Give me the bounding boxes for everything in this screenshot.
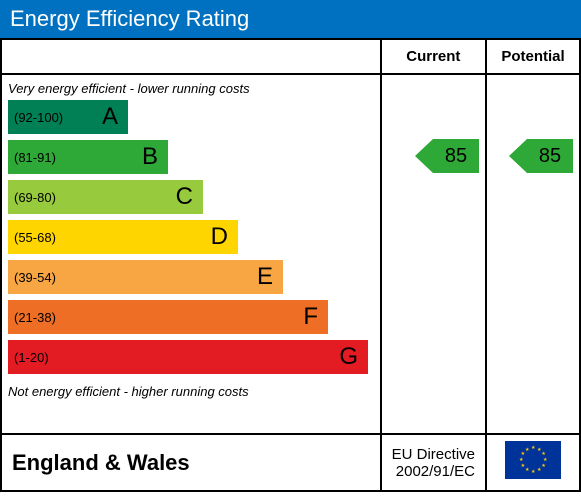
eu-star-icon: ★ — [531, 469, 535, 475]
band-range: (21-38) — [8, 310, 56, 325]
eu-star-icon: ★ — [525, 467, 529, 473]
eu-star-icon: ★ — [541, 463, 545, 469]
eu-star-icon: ★ — [525, 447, 529, 453]
eu-flag-cell: ★★★★★★★★★★★★ — [486, 434, 580, 491]
band-bar-b: (81-91) B — [8, 140, 168, 174]
directive-line2: 2002/91/EC — [396, 463, 475, 480]
band-letter: G — [339, 343, 358, 371]
band-range: (1-20) — [8, 350, 49, 365]
bands-cell: Very energy efficient - lower running co… — [1, 74, 381, 434]
eu-star-icon: ★ — [521, 463, 525, 469]
eu-star-icon: ★ — [531, 445, 535, 451]
band-letter: E — [257, 263, 273, 291]
caption-bottom: Not energy efficient - higher running co… — [2, 380, 380, 405]
band-letter: D — [211, 223, 228, 251]
potential-header: Potential — [486, 39, 580, 74]
region-cell: England & Wales — [1, 434, 381, 491]
band-letter: A — [102, 103, 118, 131]
chart-table: Current Potential Very energy efficient … — [0, 38, 581, 492]
band-range: (69-80) — [8, 190, 56, 205]
current-value: 85 — [433, 139, 479, 173]
arrow-head-icon — [509, 139, 527, 173]
band-bar-g: (1-20) G — [8, 340, 368, 374]
band-range: (39-54) — [8, 270, 56, 285]
potential-value: 85 — [527, 139, 573, 173]
bands-header — [1, 39, 381, 74]
band-bar-f: (21-38) F — [8, 300, 328, 334]
eu-star-icon: ★ — [537, 467, 541, 473]
potential-cell: 85 — [486, 74, 580, 434]
current-arrow: 85 — [415, 139, 479, 173]
directive-cell: EU Directive 2002/91/EC — [381, 434, 486, 491]
band-range: (92-100) — [8, 110, 63, 125]
directive-line1: EU Directive — [392, 446, 475, 463]
eu-flag-icon: ★★★★★★★★★★★★ — [505, 441, 561, 479]
band-range: (81-91) — [8, 150, 56, 165]
arrow-head-icon — [415, 139, 433, 173]
potential-arrow: 85 — [509, 139, 573, 173]
band-bar-a: (92-100) A — [8, 100, 128, 134]
band-bar-c: (69-80) C — [8, 180, 203, 214]
band-letter: F — [303, 303, 318, 331]
band-letter: B — [142, 143, 158, 171]
region-label: England & Wales — [12, 450, 190, 475]
band-bar-d: (55-68) D — [8, 220, 238, 254]
current-header: Current — [381, 39, 486, 74]
chart-title: Energy Efficiency Rating — [0, 0, 581, 38]
bars-wrap: (92-100) A (81-91) B (69-80) C (55-68) D (39-54)… — [2, 100, 380, 374]
epc-chart: Energy Efficiency Rating Current Potenti… — [0, 0, 581, 492]
band-letter: C — [176, 183, 193, 211]
caption-top: Very energy efficient - lower running co… — [2, 75, 380, 100]
eu-star-icon: ★ — [519, 457, 523, 463]
band-range: (55-68) — [8, 230, 56, 245]
current-cell: 85 — [381, 74, 486, 434]
band-bar-e: (39-54) E — [8, 260, 283, 294]
